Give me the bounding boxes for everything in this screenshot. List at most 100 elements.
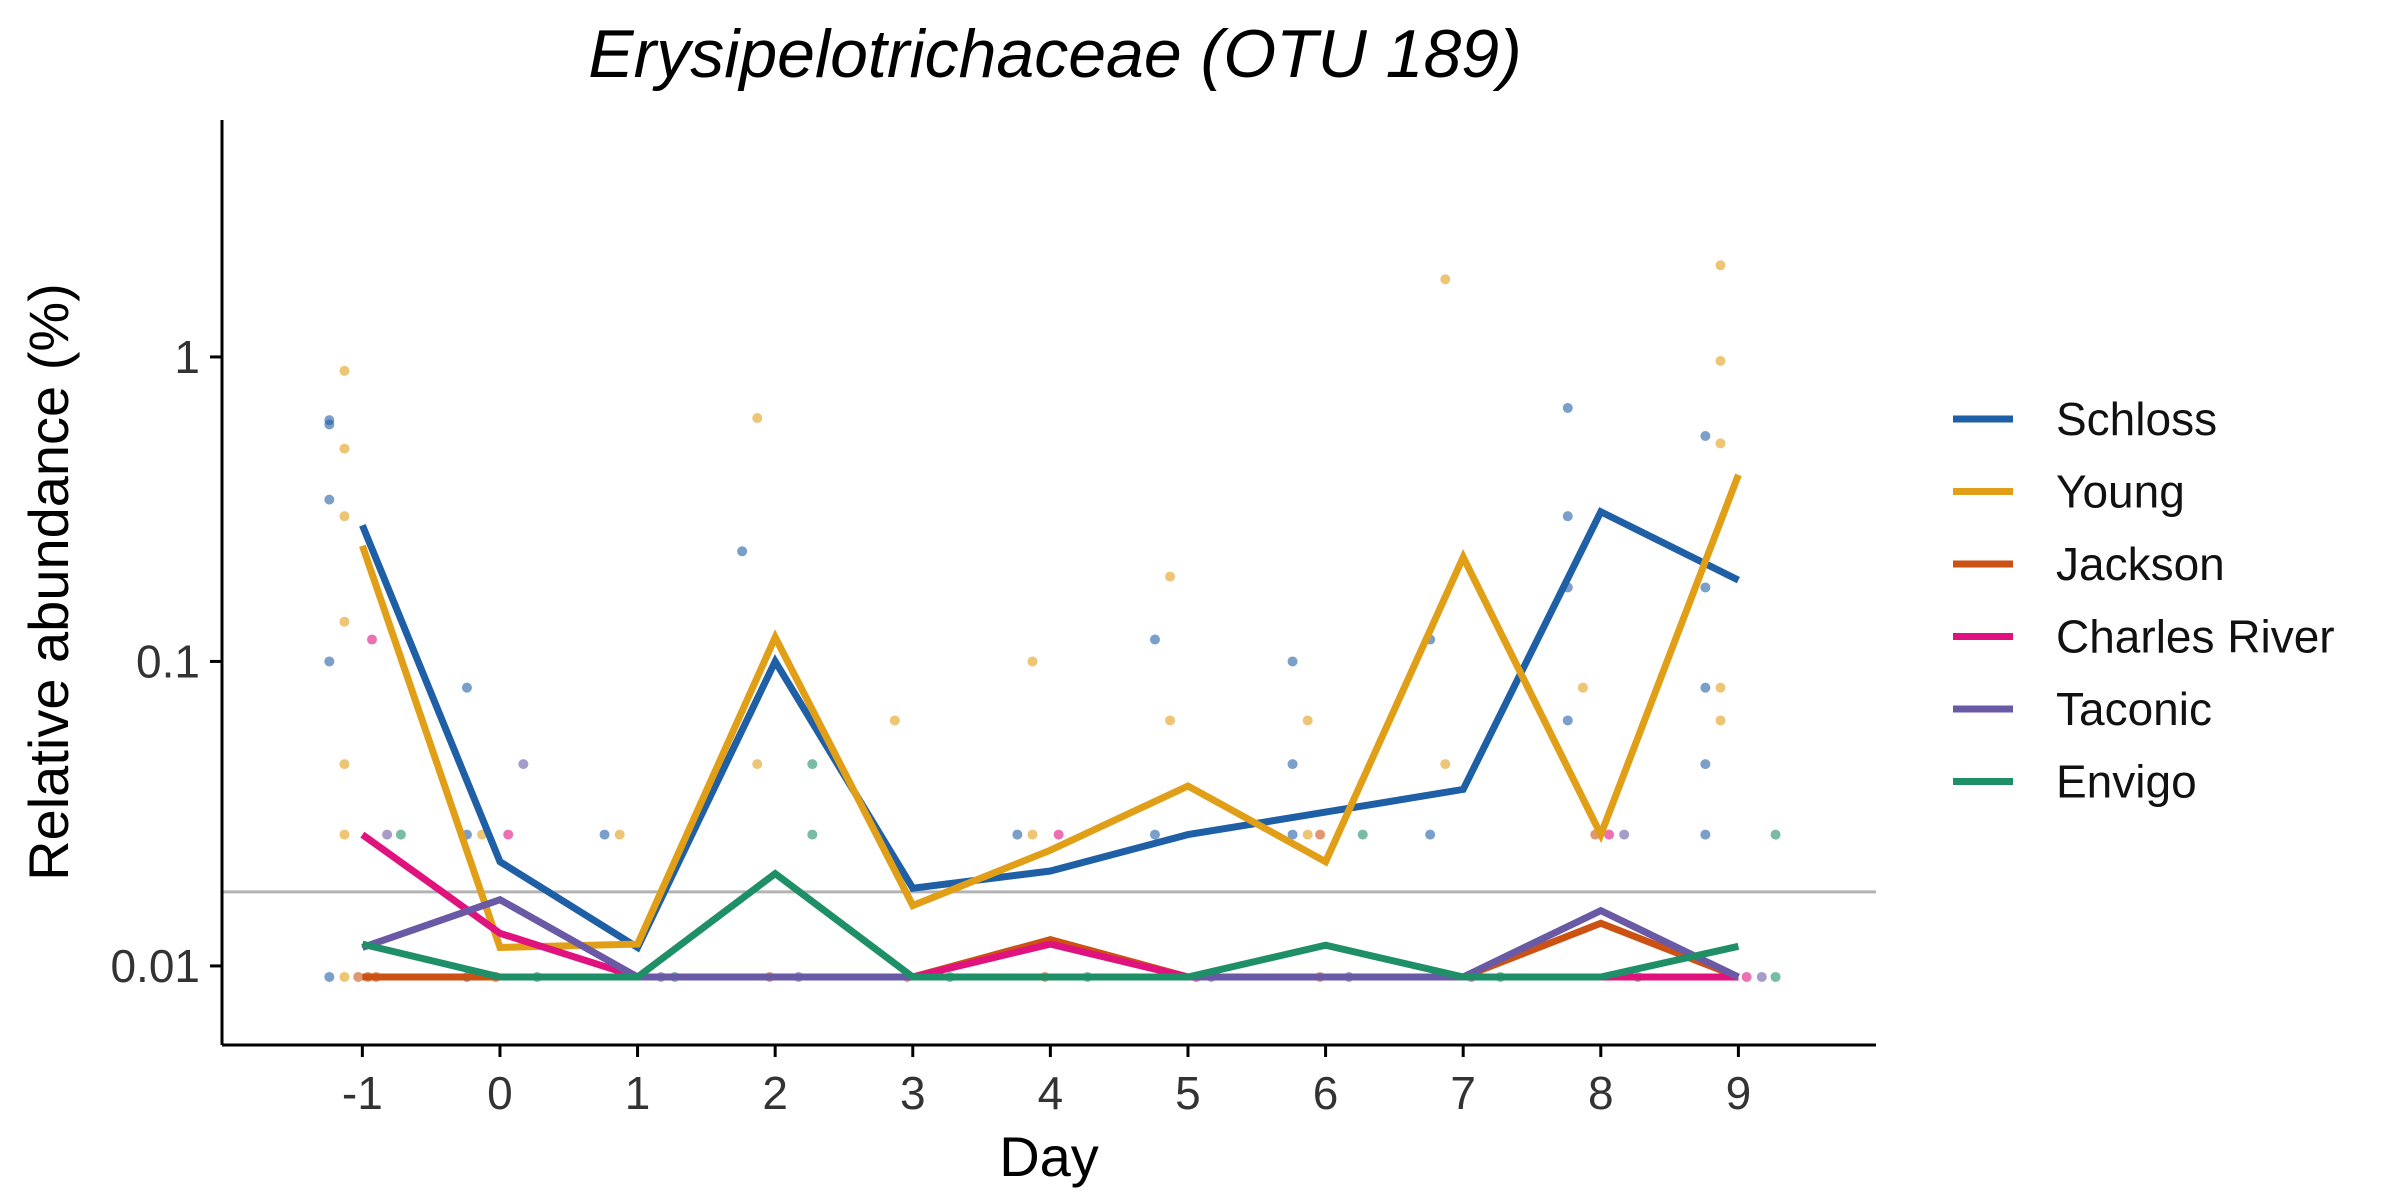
data-point-envigo — [395, 829, 406, 840]
data-point-schloss — [1562, 511, 1573, 522]
legend-label: Jackson — [2056, 538, 2225, 590]
x-tick-label: -1 — [342, 1067, 383, 1119]
data-point-young — [1715, 715, 1726, 726]
data-point-young — [1302, 829, 1313, 840]
legend-item-envigo: Envigo — [1953, 756, 2197, 808]
data-point-young — [1715, 355, 1726, 366]
data-point-young — [1165, 715, 1176, 726]
x-tick-label: 9 — [1726, 1067, 1752, 1119]
data-point-schloss — [324, 494, 335, 505]
data-point-schloss — [1287, 656, 1298, 667]
data-point-schloss — [1012, 829, 1023, 840]
legend-item-taconic: Taconic — [1953, 683, 2212, 735]
x-tick-label: 6 — [1313, 1067, 1339, 1119]
y-tick-label: 0.01 — [110, 940, 200, 992]
legend-label: Young — [2056, 466, 2185, 518]
data-point-jackson — [353, 971, 364, 982]
data-point-envigo — [807, 829, 818, 840]
data-point-young — [339, 829, 350, 840]
chart-title: Erysipelotrichaceae (OTU 189) — [588, 16, 1521, 92]
data-point-schloss — [1700, 682, 1711, 693]
data-point-young — [339, 511, 350, 522]
data-point-schloss — [1700, 759, 1711, 770]
legend-item-schloss: Schloss — [1953, 393, 2217, 445]
x-tick-label: 2 — [762, 1067, 788, 1119]
legend-label: Schloss — [2056, 393, 2217, 445]
data-point-schloss — [324, 419, 335, 430]
data-point-young — [1440, 759, 1451, 770]
data-point-young — [339, 971, 350, 982]
y-tick-label: 0.1 — [136, 635, 200, 687]
data-point-charles-river — [1053, 829, 1064, 840]
data-point-taconic — [518, 759, 529, 770]
y-tick-label: 1 — [174, 331, 200, 383]
data-point-schloss — [1425, 829, 1436, 840]
data-point-young — [339, 365, 350, 376]
legend-item-young: Young — [1953, 466, 2185, 518]
legend-label: Charles River — [2056, 611, 2335, 663]
data-point-charles-river — [1741, 971, 1752, 982]
y-axis-ticks: 0.01 0.1 1 — [110, 331, 222, 992]
data-point-schloss — [1562, 402, 1573, 413]
data-point-young — [614, 829, 625, 840]
x-tick-label: 8 — [1588, 1067, 1614, 1119]
data-point-young — [1577, 682, 1588, 693]
x-tick-label: 1 — [625, 1067, 651, 1119]
data-point-charles-river — [503, 829, 514, 840]
x-tick-label: 7 — [1450, 1067, 1476, 1119]
data-point-schloss — [1287, 829, 1298, 840]
data-point-schloss — [324, 656, 335, 667]
data-point-taconic — [1619, 829, 1630, 840]
data-point-schloss — [461, 682, 472, 693]
data-point-young — [1715, 682, 1726, 693]
data-point-young — [339, 616, 350, 627]
data-point-schloss — [737, 546, 748, 557]
data-point-taconic — [382, 829, 393, 840]
data-point-schloss — [1700, 431, 1711, 442]
series-line-envigo — [361, 869, 1740, 981]
data-point-charles-river — [366, 634, 377, 645]
legend-item-charles-river: Charles River — [1953, 611, 2335, 663]
data-point-envigo — [1770, 971, 1781, 982]
data-point-young — [339, 759, 350, 770]
data-point-young — [752, 759, 763, 770]
data-point-schloss — [1149, 829, 1160, 840]
data-point-schloss — [1700, 582, 1711, 593]
data-point-young — [1027, 656, 1038, 667]
x-tick-label: 0 — [487, 1067, 513, 1119]
x-tick-label: 5 — [1175, 1067, 1201, 1119]
data-point-young — [889, 715, 900, 726]
legend-label: Envigo — [2056, 756, 2197, 808]
plot-area — [222, 260, 1876, 982]
data-point-schloss — [1700, 829, 1711, 840]
legend-label: Taconic — [2056, 683, 2212, 735]
data-point-envigo — [807, 759, 818, 770]
data-point-envigo — [1357, 829, 1368, 840]
data-point-envigo — [1770, 829, 1781, 840]
data-point-young — [1165, 571, 1176, 582]
data-point-taconic — [1756, 971, 1767, 982]
series-line-young — [359, 473, 1742, 952]
x-tick-label: 4 — [1038, 1067, 1064, 1119]
data-point-schloss — [1287, 759, 1298, 770]
x-axis-ticks: -1 0 1 2 3 4 5 6 7 8 9 — [342, 1045, 1751, 1119]
series-line-jackson — [362, 919, 1740, 981]
x-tick-label: 3 — [900, 1067, 926, 1119]
data-point-jackson — [1315, 829, 1326, 840]
data-point-schloss — [1149, 634, 1160, 645]
data-point-young — [1715, 438, 1726, 449]
data-point-young — [1715, 260, 1726, 271]
x-axis-title: Day — [999, 1125, 1099, 1188]
data-point-young — [339, 443, 350, 454]
legend: Schloss Young Jackson Charles River Taconic E… — [1953, 393, 2335, 808]
data-point-young — [752, 413, 763, 424]
data-point-schloss — [324, 971, 335, 982]
data-point-schloss — [599, 829, 610, 840]
data-point-schloss — [1562, 715, 1573, 726]
data-point-young — [1027, 829, 1038, 840]
data-point-young — [1440, 274, 1451, 285]
series-line-schloss — [359, 507, 1740, 953]
data-point-young — [1302, 715, 1313, 726]
data-point-charles-river — [1604, 829, 1615, 840]
